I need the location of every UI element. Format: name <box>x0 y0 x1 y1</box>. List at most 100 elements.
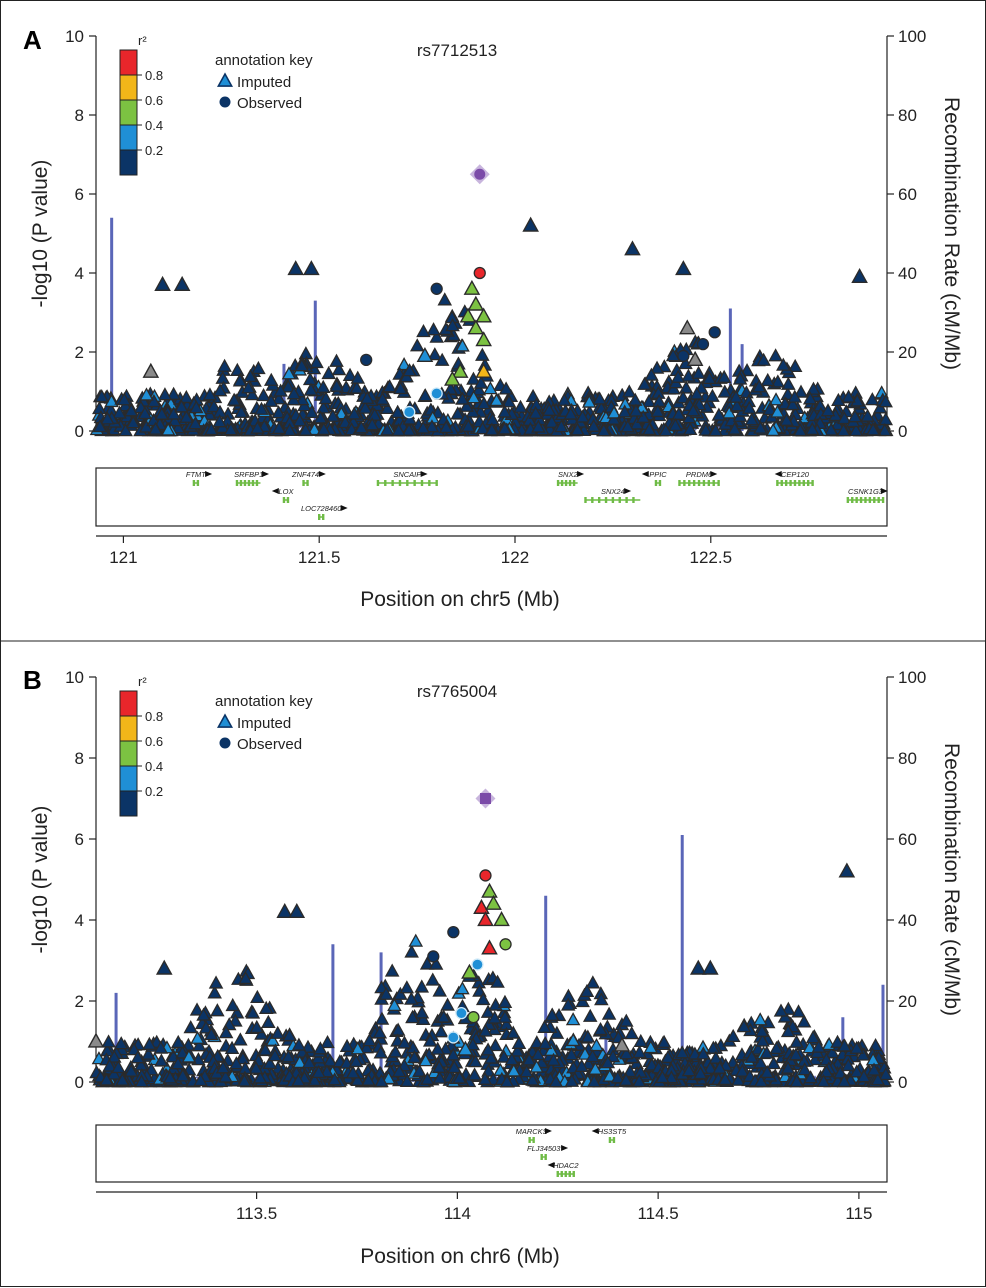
colorbar-segment <box>119 740 138 767</box>
snp-point <box>537 1035 553 1050</box>
snp-point <box>316 421 332 435</box>
snp-point-observed <box>455 1007 468 1020</box>
strand-arrow <box>561 1145 569 1151</box>
snp-point <box>440 997 455 1011</box>
snp-point <box>819 1064 834 1078</box>
snp-point <box>619 1013 634 1027</box>
legend-observed-icon <box>219 737 231 749</box>
snp-point <box>347 406 362 420</box>
snp-point-imputed <box>288 902 306 918</box>
snp-point <box>478 1023 493 1037</box>
y-tick-label-left: 0 <box>75 1073 84 1092</box>
snp-point <box>174 399 189 413</box>
snp-point <box>116 392 132 406</box>
gene-exon <box>855 497 858 503</box>
snp-point <box>248 1060 264 1074</box>
snp-point <box>434 352 450 366</box>
snp-point-imputed <box>485 894 502 910</box>
snp-point <box>521 1052 537 1066</box>
snp-point <box>624 1026 639 1040</box>
snp-point <box>301 1055 317 1069</box>
gene-exon <box>428 480 431 486</box>
snp-point <box>708 1050 724 1064</box>
strand-arrow <box>544 1128 552 1134</box>
strand-arrow <box>271 488 279 494</box>
snp-point <box>263 372 279 386</box>
snp-point <box>477 1071 493 1085</box>
snp-point <box>311 1064 326 1079</box>
gene-label: SNX2 <box>558 470 578 479</box>
gene-exon <box>591 497 594 503</box>
snp-point <box>375 391 390 405</box>
snp-point <box>372 1025 388 1039</box>
snp-point <box>668 417 683 432</box>
strand-arrow <box>547 1162 555 1168</box>
gene-exon <box>413 480 416 486</box>
snp-point <box>705 388 720 402</box>
snp-point <box>836 1073 852 1088</box>
gene-label: CEP120 <box>781 470 810 479</box>
gene-exon <box>789 480 792 486</box>
snp-point <box>426 322 441 336</box>
snp-point <box>802 1040 817 1054</box>
snp-point <box>157 387 173 401</box>
snp-point <box>359 390 375 404</box>
snp-point <box>660 1049 676 1064</box>
y-tick-label-left: 10 <box>65 27 84 46</box>
snp-point <box>621 384 637 398</box>
snp-point <box>856 1069 872 1083</box>
snp-point-imputed <box>459 307 477 323</box>
snp-point <box>759 1045 775 1059</box>
snp-point <box>497 421 513 435</box>
snp-point-imputed <box>416 347 434 363</box>
colorbar-label: 0.2 <box>145 784 163 799</box>
snp-point <box>811 1039 827 1053</box>
snp-point <box>112 405 127 419</box>
snp-point <box>766 1055 781 1070</box>
snp-cloud <box>89 292 894 437</box>
legend-title: annotation key <box>215 693 313 710</box>
gene-exon <box>632 497 635 503</box>
snp-point <box>671 406 687 420</box>
snp-point <box>430 1041 445 1055</box>
snp-point <box>498 381 514 395</box>
snp-point <box>409 338 425 352</box>
snp-point <box>465 1037 481 1051</box>
snp-point-imputed <box>173 275 191 291</box>
snp-point <box>212 414 227 428</box>
snp-point <box>204 1027 219 1041</box>
snp-point <box>870 1072 886 1086</box>
snp-point <box>665 348 681 362</box>
strand-arrow <box>262 471 270 477</box>
snp-point <box>224 1040 240 1054</box>
snp-point <box>359 1040 374 1054</box>
snp-point <box>111 1060 126 1074</box>
colorbar-segment <box>119 149 138 176</box>
snp-point <box>350 1041 366 1055</box>
snp-point <box>405 1009 420 1024</box>
gene-exon <box>881 497 885 503</box>
snp-point <box>529 1059 544 1073</box>
snp-point <box>787 358 803 373</box>
snp-point <box>188 416 203 430</box>
snp-point <box>183 1020 199 1034</box>
snp-point <box>138 419 154 433</box>
snp-point <box>307 1072 322 1087</box>
x-tick-label: 114.5 <box>637 1204 678 1223</box>
gene-exon <box>255 480 259 486</box>
gene-exon <box>688 480 691 486</box>
snp-point-observed <box>447 1031 460 1044</box>
snp-point-observed <box>447 926 460 939</box>
strand-arrow <box>340 505 348 511</box>
snp-point <box>768 348 783 362</box>
snp-point <box>580 1029 596 1043</box>
snp-point <box>380 422 395 436</box>
snp-point <box>249 1019 265 1034</box>
snp-point <box>528 405 543 419</box>
snp-point <box>788 1047 804 1061</box>
snp-point <box>802 391 818 405</box>
snp-point-imputed <box>686 350 704 366</box>
snp-point <box>601 1006 617 1020</box>
gene-track: MARCKS HS3ST5 FLJ34503 HDAC2 <box>95 1124 888 1183</box>
